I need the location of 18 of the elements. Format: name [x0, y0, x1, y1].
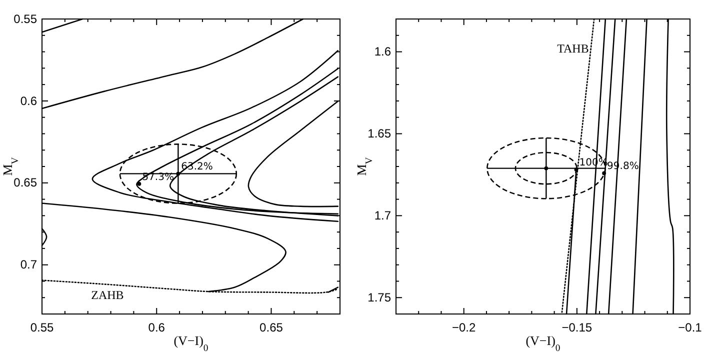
x-tick-label: 0.65: [260, 320, 284, 335]
x-tick-label: −0.1: [678, 320, 702, 335]
x-axis-title: (V−I)$_{0}$: [526, 333, 560, 354]
x-tick-label: 0.6: [148, 320, 166, 335]
y-tick-label: 1.6: [374, 44, 392, 59]
y-tick-label: 1.7: [374, 208, 392, 223]
x-tick-label: −0.15: [562, 320, 592, 335]
y-tick-label: 0.6: [20, 94, 38, 108]
y-tick-label: 1.75: [368, 290, 392, 304]
annotation: TAHB: [557, 42, 589, 56]
annotation: ZAHB: [91, 288, 124, 302]
y-tick-label: 0.7: [20, 258, 38, 272]
x-tick-label: −0.2: [452, 320, 476, 335]
y-tick-label: 0.65: [14, 176, 38, 190]
y-tick-label: 0.55: [14, 12, 38, 26]
y-tick-label: 1.65: [368, 126, 392, 141]
x-tick-label: 0.55: [30, 320, 54, 335]
x-axis-title: (V−I)$_{0}$: [174, 333, 208, 354]
